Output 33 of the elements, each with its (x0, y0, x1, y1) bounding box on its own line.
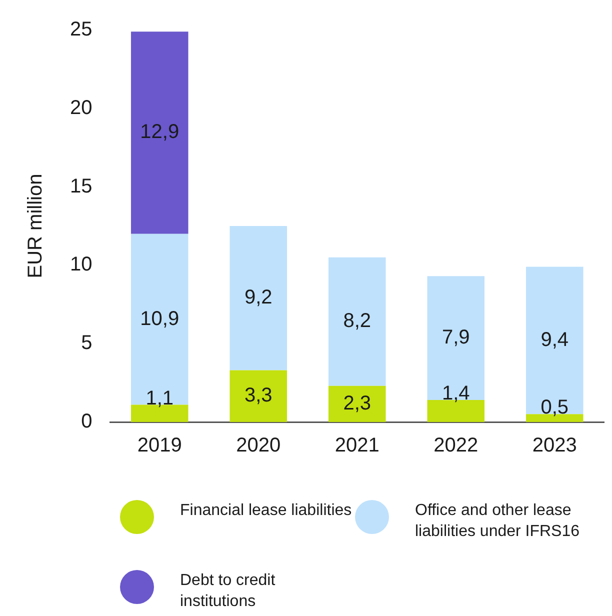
bar (328, 257, 386, 386)
legend-label: Debt to credit institutions (180, 571, 276, 612)
x-tick-label: 2023 (532, 434, 577, 457)
data-label: 8,2 (343, 310, 372, 332)
bar (427, 276, 485, 400)
y-tick-label: 20 (70, 96, 92, 119)
data-label: 1,4 (442, 382, 470, 405)
bar (230, 370, 288, 422)
data-label: 3,3 (244, 384, 272, 407)
y-tick-label: 25 (70, 18, 92, 41)
legend-label: Financial lease liabilities (180, 501, 352, 521)
data-label: 9,2 (244, 286, 272, 309)
legend-label: Office and other lease liabilities under IFRS16 (415, 501, 581, 542)
bar (526, 266, 584, 414)
bar (328, 386, 386, 422)
data-label: 12,9 (140, 121, 180, 144)
y-tick-label: 5 (81, 332, 92, 354)
x-tick-label: 2020 (236, 434, 281, 457)
data-label: 9,4 (540, 328, 569, 351)
bar (130, 32, 188, 234)
data-label: 7,9 (442, 326, 470, 349)
x-tick-label: 2021 (334, 434, 380, 457)
data-label: 10,9 (140, 308, 180, 330)
data-label: 0,5 (540, 396, 569, 419)
x-tick-label: 2019 (137, 434, 182, 457)
data-label: 1,1 (146, 387, 174, 410)
bar (230, 226, 288, 370)
y-tick-label: 0 (81, 410, 92, 433)
y-axis-title: EUR million (24, 174, 47, 278)
y-tick-label: 10 (70, 254, 92, 276)
x-tick-label: 2022 (434, 434, 478, 457)
data-label: 2,3 (343, 392, 372, 414)
y-tick-label: 15 (70, 175, 92, 198)
